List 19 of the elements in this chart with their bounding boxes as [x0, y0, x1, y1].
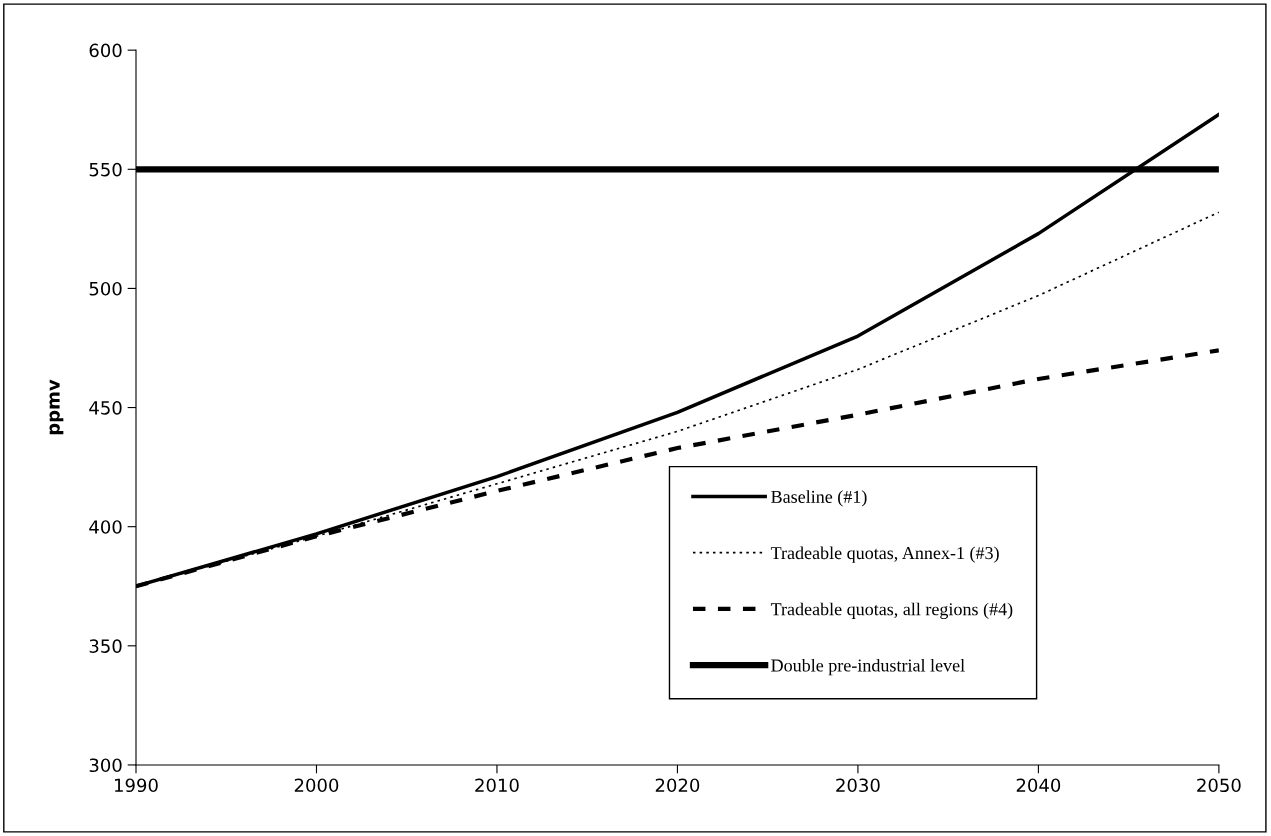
x-tick-label: 2030 — [836, 778, 880, 793]
legend-label: Tradeable quotas, Annex-1 (#3) — [770, 546, 999, 563]
y-tick-label: 600 — [89, 43, 122, 58]
y-tick-label: 300 — [89, 758, 122, 773]
x-tick-label: 2010 — [475, 778, 519, 793]
y-tick-label: 550 — [89, 162, 122, 177]
y-axis-title: ppmv — [49, 379, 64, 435]
x-tick-label: 2020 — [655, 778, 700, 793]
y-tick-label: 350 — [89, 639, 122, 653]
y-tick-label: 500 — [89, 281, 122, 296]
x-tick-label: 2000 — [294, 778, 339, 793]
x-tick-label: 1990 — [115, 778, 158, 793]
y-tick-label: 450 — [89, 401, 122, 415]
x-tick-label: 2040 — [1016, 778, 1061, 793]
legend-label: Tradeable quotas, all regions (#4) — [770, 602, 1013, 620]
legend-label: Baseline (#1) — [771, 490, 867, 507]
legend-label: Double pre-industrial level — [771, 658, 965, 676]
x-tick-label: 2050 — [1197, 778, 1241, 793]
y-tick-label: 400 — [89, 520, 122, 534]
